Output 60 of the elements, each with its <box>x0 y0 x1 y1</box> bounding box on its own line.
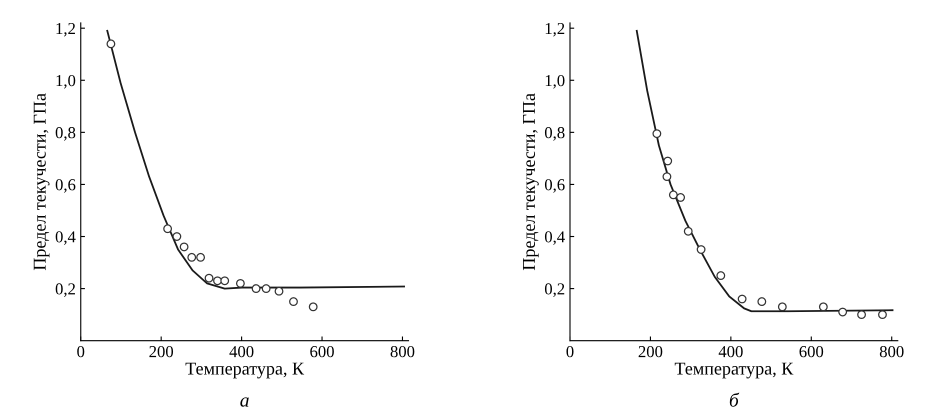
point <box>289 297 298 306</box>
y-tick-label: 1,0 <box>56 74 76 89</box>
x-tick-label: 400 <box>718 346 743 358</box>
point <box>696 245 706 254</box>
point <box>668 190 678 200</box>
point <box>684 226 693 236</box>
y-tick-label: 1,2 <box>56 22 75 37</box>
point <box>252 284 261 294</box>
y-tick-label: 0,4 <box>56 231 76 245</box>
point <box>716 271 726 280</box>
y-tick-label: 0,6 <box>544 179 565 193</box>
point <box>838 308 848 316</box>
x-tick-label: 0 <box>77 346 84 358</box>
line-series <box>106 30 405 290</box>
x-tick-label: 800 <box>390 346 414 358</box>
y-axis-title: Предел текучести, ГПа <box>523 93 539 270</box>
point <box>204 274 214 283</box>
point <box>180 242 189 252</box>
y-tick-label: 0,4 <box>544 231 565 245</box>
x-axis-title: Температура, К <box>674 362 794 378</box>
point <box>778 302 787 312</box>
point <box>262 284 271 294</box>
text: б <box>730 392 740 407</box>
y-tick-label: 0,2 <box>544 283 564 297</box>
x-tick-label: 600 <box>310 346 334 358</box>
point <box>187 252 196 262</box>
x-tick-label: 200 <box>638 346 662 358</box>
x-tick-label: 0 <box>566 346 574 358</box>
y-axis-title: Предел текучести, ГПа <box>34 93 50 270</box>
y-tick-label: 0,6 <box>56 179 76 193</box>
point <box>172 232 182 241</box>
point <box>663 156 672 166</box>
point <box>757 297 766 306</box>
x-tick-label: 800 <box>880 346 904 358</box>
y-tick-label: 0,8 <box>56 127 76 141</box>
y-tick-label: 0,8 <box>544 127 565 141</box>
point <box>274 286 284 296</box>
point <box>878 310 887 320</box>
point <box>857 310 866 320</box>
point <box>662 172 672 182</box>
point <box>236 278 245 288</box>
point <box>196 252 206 262</box>
x-tick-label: 400 <box>229 346 254 358</box>
point <box>213 276 222 286</box>
point <box>652 129 662 138</box>
x-tick-label: 200 <box>149 346 174 358</box>
text: а <box>240 397 249 407</box>
x-axis-title: Температура, К <box>186 362 304 378</box>
point <box>106 39 116 48</box>
point <box>220 276 230 286</box>
point <box>308 302 318 312</box>
y-tick-label: 1,2 <box>546 22 564 37</box>
x-tick-label: 600 <box>800 346 824 358</box>
point <box>163 224 172 234</box>
y-tick-label: 0,2 <box>56 283 75 297</box>
point <box>818 302 828 312</box>
y-tick-label: 1,0 <box>546 74 565 89</box>
point <box>738 294 747 304</box>
point <box>676 193 686 202</box>
line-series <box>636 30 894 312</box>
